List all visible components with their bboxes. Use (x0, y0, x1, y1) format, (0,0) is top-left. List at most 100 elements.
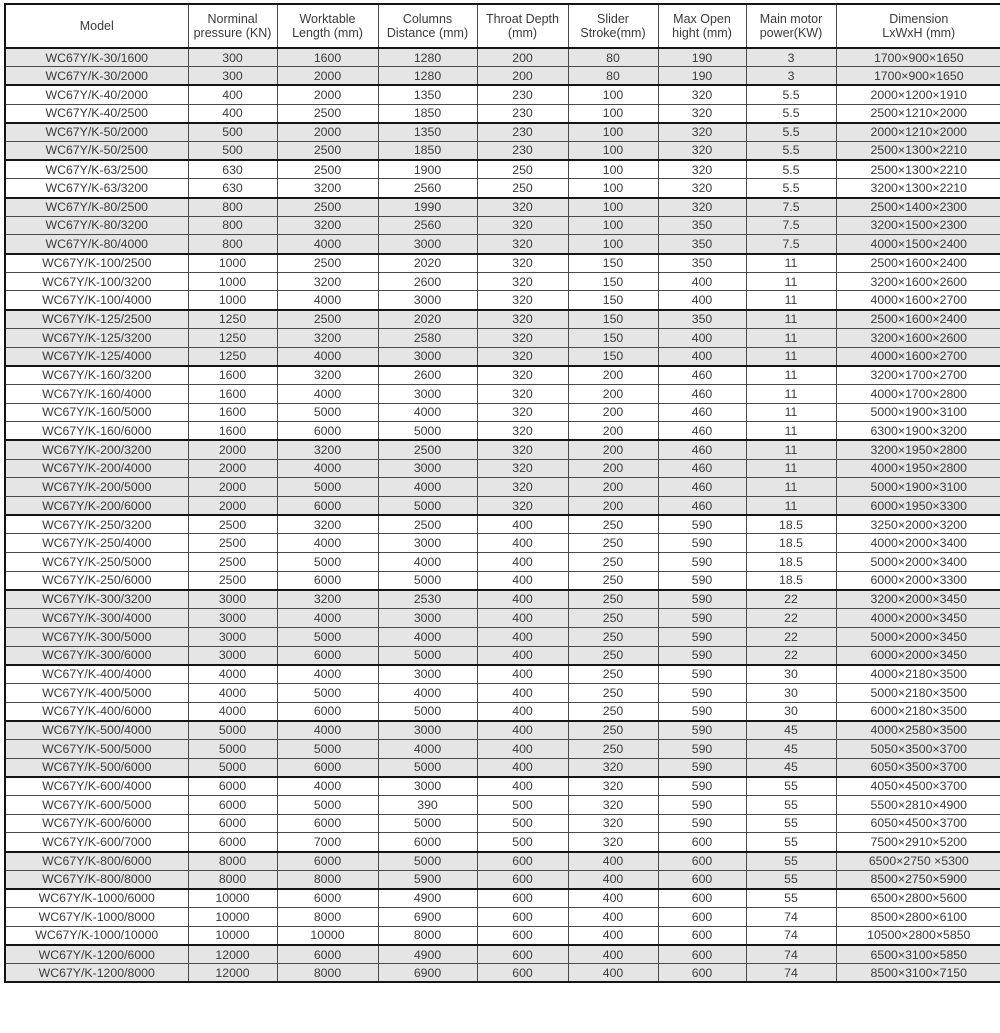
value-cell: 5000 (377, 757, 478, 778)
value-cell: 150 (567, 271, 659, 292)
value-cell: 45 (745, 738, 837, 759)
value-cell: 630 (187, 159, 278, 180)
model-cell: WC67Y/K-300/5000 (4, 626, 189, 647)
value-cell: 500 (476, 795, 569, 815)
value-cell: 6000 (187, 776, 278, 796)
value-cell: 150 (567, 253, 659, 273)
value-cell: 2500 (276, 197, 379, 217)
value-cell: 5050×3500×3700 (835, 738, 1000, 759)
value-cell: 8000 (187, 869, 278, 890)
value-cell: 8000 (187, 851, 278, 871)
model-cell: WC67Y/K-250/5000 (4, 552, 189, 572)
value-cell: 6000 (276, 851, 379, 871)
column-header: Slider Stroke(mm) (567, 3, 659, 49)
value-cell: 400 (476, 552, 569, 572)
value-cell: 400 (476, 570, 569, 591)
value-cell: 80 (567, 66, 659, 87)
model-cell: WC67Y/K-400/5000 (4, 682, 189, 703)
value-cell: 2560 (377, 178, 478, 199)
value-cell: 6050×3500×3700 (835, 757, 1000, 778)
value-cell: 1600 (187, 365, 278, 385)
value-cell: 590 (657, 720, 747, 740)
column-header: Throat Depth (mm) (476, 3, 569, 49)
value-cell: 400 (187, 103, 278, 124)
value-cell: 100 (567, 122, 659, 142)
model-cell: WC67Y/K-250/3200 (4, 514, 189, 535)
model-cell: WC67Y/K-160/5000 (4, 402, 189, 423)
value-cell: 1280 (377, 66, 478, 87)
value-cell: 2500 (187, 533, 278, 554)
value-cell: 6000×2000×3450 (835, 645, 1000, 666)
value-cell: 4000 (276, 383, 379, 404)
value-cell: 2500 (276, 140, 379, 162)
value-cell: 230 (476, 84, 569, 105)
value-cell: 3200×1600×2600 (835, 271, 1000, 292)
value-cell: 320 (657, 84, 747, 105)
table-row: WC67Y/K-250/6000 2500 6000 5000 400 250 590 18.… (4, 570, 1000, 591)
value-cell: 3000 (377, 533, 478, 554)
value-cell: 600 (657, 869, 747, 890)
value-cell: 400 (476, 645, 569, 666)
table-row: WC67Y/K-50/2000 500 2000 1350 230 100 320 5.5 20… (4, 122, 1000, 142)
value-cell: 6000 (276, 813, 379, 834)
table-row: WC67Y/K-100/3200 1000 3200 2600 320 150 400 11 3… (4, 271, 1000, 292)
value-cell: 200 (567, 383, 659, 404)
value-cell: 4000 (377, 626, 478, 647)
value-cell: 6500×2750 ×5300 (835, 851, 1000, 871)
value-cell: 320 (476, 290, 569, 311)
value-cell: 400 (476, 664, 569, 684)
value-cell: 12000 (187, 963, 278, 983)
table-row: WC67Y/K-30/1600 300 1600 1280 200 80 190 3 1700×… (4, 47, 1000, 68)
table-row: WC67Y/K-400/6000 4000 6000 5000 400 250 590 30 6… (4, 701, 1000, 722)
value-cell: 250 (567, 608, 659, 628)
value-cell: 400 (567, 925, 659, 946)
value-cell: 4000×1600×2700 (835, 346, 1000, 367)
table-row: WC67Y/K-250/3200 2500 3200 2500 400 250 590 18.… (4, 514, 1000, 535)
value-cell: 5000 (276, 402, 379, 423)
value-cell: 8000 (276, 869, 379, 890)
value-cell: 3200×1300×2210 (835, 178, 1000, 199)
value-cell: 2500 (276, 103, 379, 124)
value-cell: 3200×1500×2300 (835, 215, 1000, 236)
model-cell: WC67Y/K-80/3200 (4, 215, 189, 236)
model-cell: WC67Y/K-200/4000 (4, 458, 189, 479)
value-cell: 1600 (187, 402, 278, 423)
value-cell: 8000 (377, 925, 478, 946)
value-cell: 100 (567, 84, 659, 105)
value-cell: 11 (745, 458, 837, 479)
table-row: WC67Y/K-160/3200 1600 3200 2600 320 200 460 11 3… (4, 365, 1000, 385)
value-cell: 2500×1210×2000 (835, 103, 1000, 124)
value-cell: 8000 (276, 907, 379, 927)
value-cell: 600 (476, 944, 569, 965)
value-cell: 320 (657, 159, 747, 180)
value-cell: 1990 (377, 197, 478, 217)
value-cell: 6050×4500×3700 (835, 813, 1000, 834)
model-cell: WC67Y/K-1000/6000 (4, 888, 189, 909)
value-cell: 3000 (377, 776, 478, 796)
table-row: WC67Y/K-100/4000 1000 4000 3000 320 150 400 11 4… (4, 290, 1000, 311)
value-cell: 150 (567, 327, 659, 348)
model-cell: WC67Y/K-250/4000 (4, 533, 189, 554)
table-row: WC67Y/K-63/3200 630 3200 2560 250 100 320 5.5 32… (4, 178, 1000, 199)
value-cell: 3200 (276, 514, 379, 535)
value-cell: 1600 (187, 421, 278, 442)
value-cell: 600 (657, 888, 747, 909)
value-cell: 590 (657, 795, 747, 815)
table-row: WC67Y/K-80/3200 800 3200 2560 320 100 350 7.5 32… (4, 215, 1000, 236)
value-cell: 400 (476, 720, 569, 740)
model-cell: WC67Y/K-160/6000 (4, 421, 189, 442)
value-cell: 4000 (187, 701, 278, 722)
value-cell: 30 (745, 682, 837, 703)
value-cell: 320 (476, 458, 569, 479)
value-cell: 150 (567, 346, 659, 367)
table-row: WC67Y/K-160/4000 1600 4000 3000 320 200 460 11 4… (4, 383, 1000, 404)
value-cell: 250 (567, 645, 659, 666)
table-row: WC67Y/K-200/3200 2000 3200 2500 320 200 460 11 3… (4, 439, 1000, 460)
table-row: WC67Y/K-1200/8000 12000 8000 6900 600 400 600 7… (4, 963, 1000, 983)
value-cell: 390 (377, 795, 478, 815)
table-row: WC67Y/K-40/2500 400 2500 1850 230 100 320 5.5 25… (4, 103, 1000, 124)
value-cell: 320 (476, 365, 569, 385)
model-cell: WC67Y/K-63/3200 (4, 178, 189, 199)
value-cell: 590 (657, 738, 747, 759)
column-header: Max Open hight (mm) (657, 3, 747, 49)
